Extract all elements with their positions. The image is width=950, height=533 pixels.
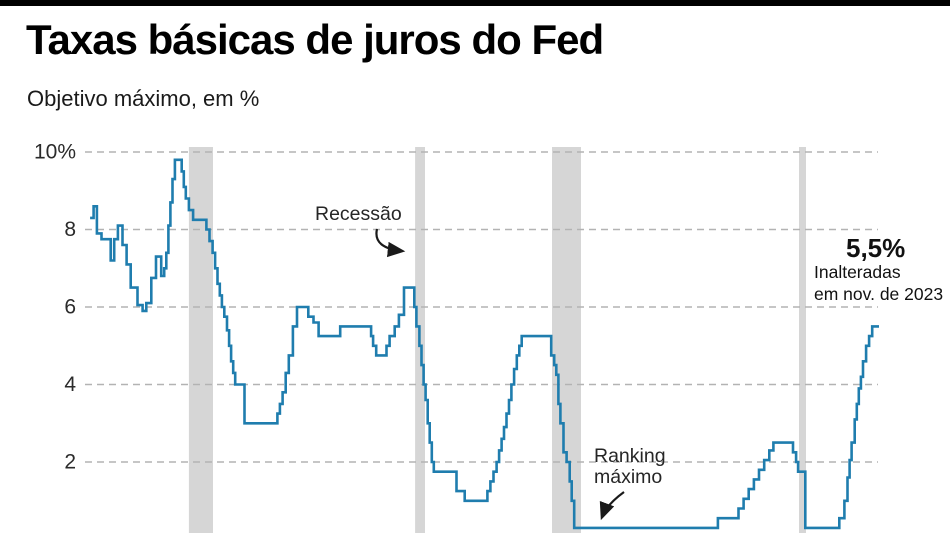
y-tick-label: 6	[64, 296, 76, 319]
page-title: Taxas básicas de juros do Fed	[26, 16, 604, 63]
ranking-maximo-arrow-icon	[599, 491, 625, 521]
y-tick-label: 4	[64, 373, 76, 396]
y-tick-label: 2	[64, 451, 76, 474]
recession-bands-layer	[188, 147, 806, 533]
recession-band	[552, 147, 581, 533]
recession-band	[188, 147, 213, 533]
ranking-annotation-line2: máximo	[594, 466, 663, 488]
y-tick-label: 10%	[34, 141, 76, 164]
current-rate-note-line1: Inalteradas	[814, 262, 901, 282]
recession-arrow-icon	[375, 228, 406, 258]
recession-band	[799, 147, 806, 533]
current-rate-callout: 5,5% Inalteradas em nov. de 2023	[812, 234, 946, 305]
rate-step-line	[90, 158, 879, 530]
top-accent-bar	[0, 0, 950, 6]
ranking-maximo-annotation: Ranking máximo	[594, 446, 666, 488]
chart-subtitle: Objetivo máximo, em %	[27, 86, 260, 111]
recession-annotation-label: Recessão	[315, 203, 402, 225]
ranking-annotation-line1: Ranking	[594, 445, 666, 467]
rate-line-layer	[90, 158, 879, 530]
y-axis-tick-labels: 10% 8 6 4 2	[34, 141, 76, 474]
current-rate-note-line2: em nov. de 2023	[814, 283, 944, 304]
y-tick-label: 8	[64, 218, 76, 241]
recession-annotation: Recessão	[315, 204, 402, 225]
current-rate-value: 5,5%	[846, 233, 906, 263]
gridlines-layer	[85, 151, 878, 463]
